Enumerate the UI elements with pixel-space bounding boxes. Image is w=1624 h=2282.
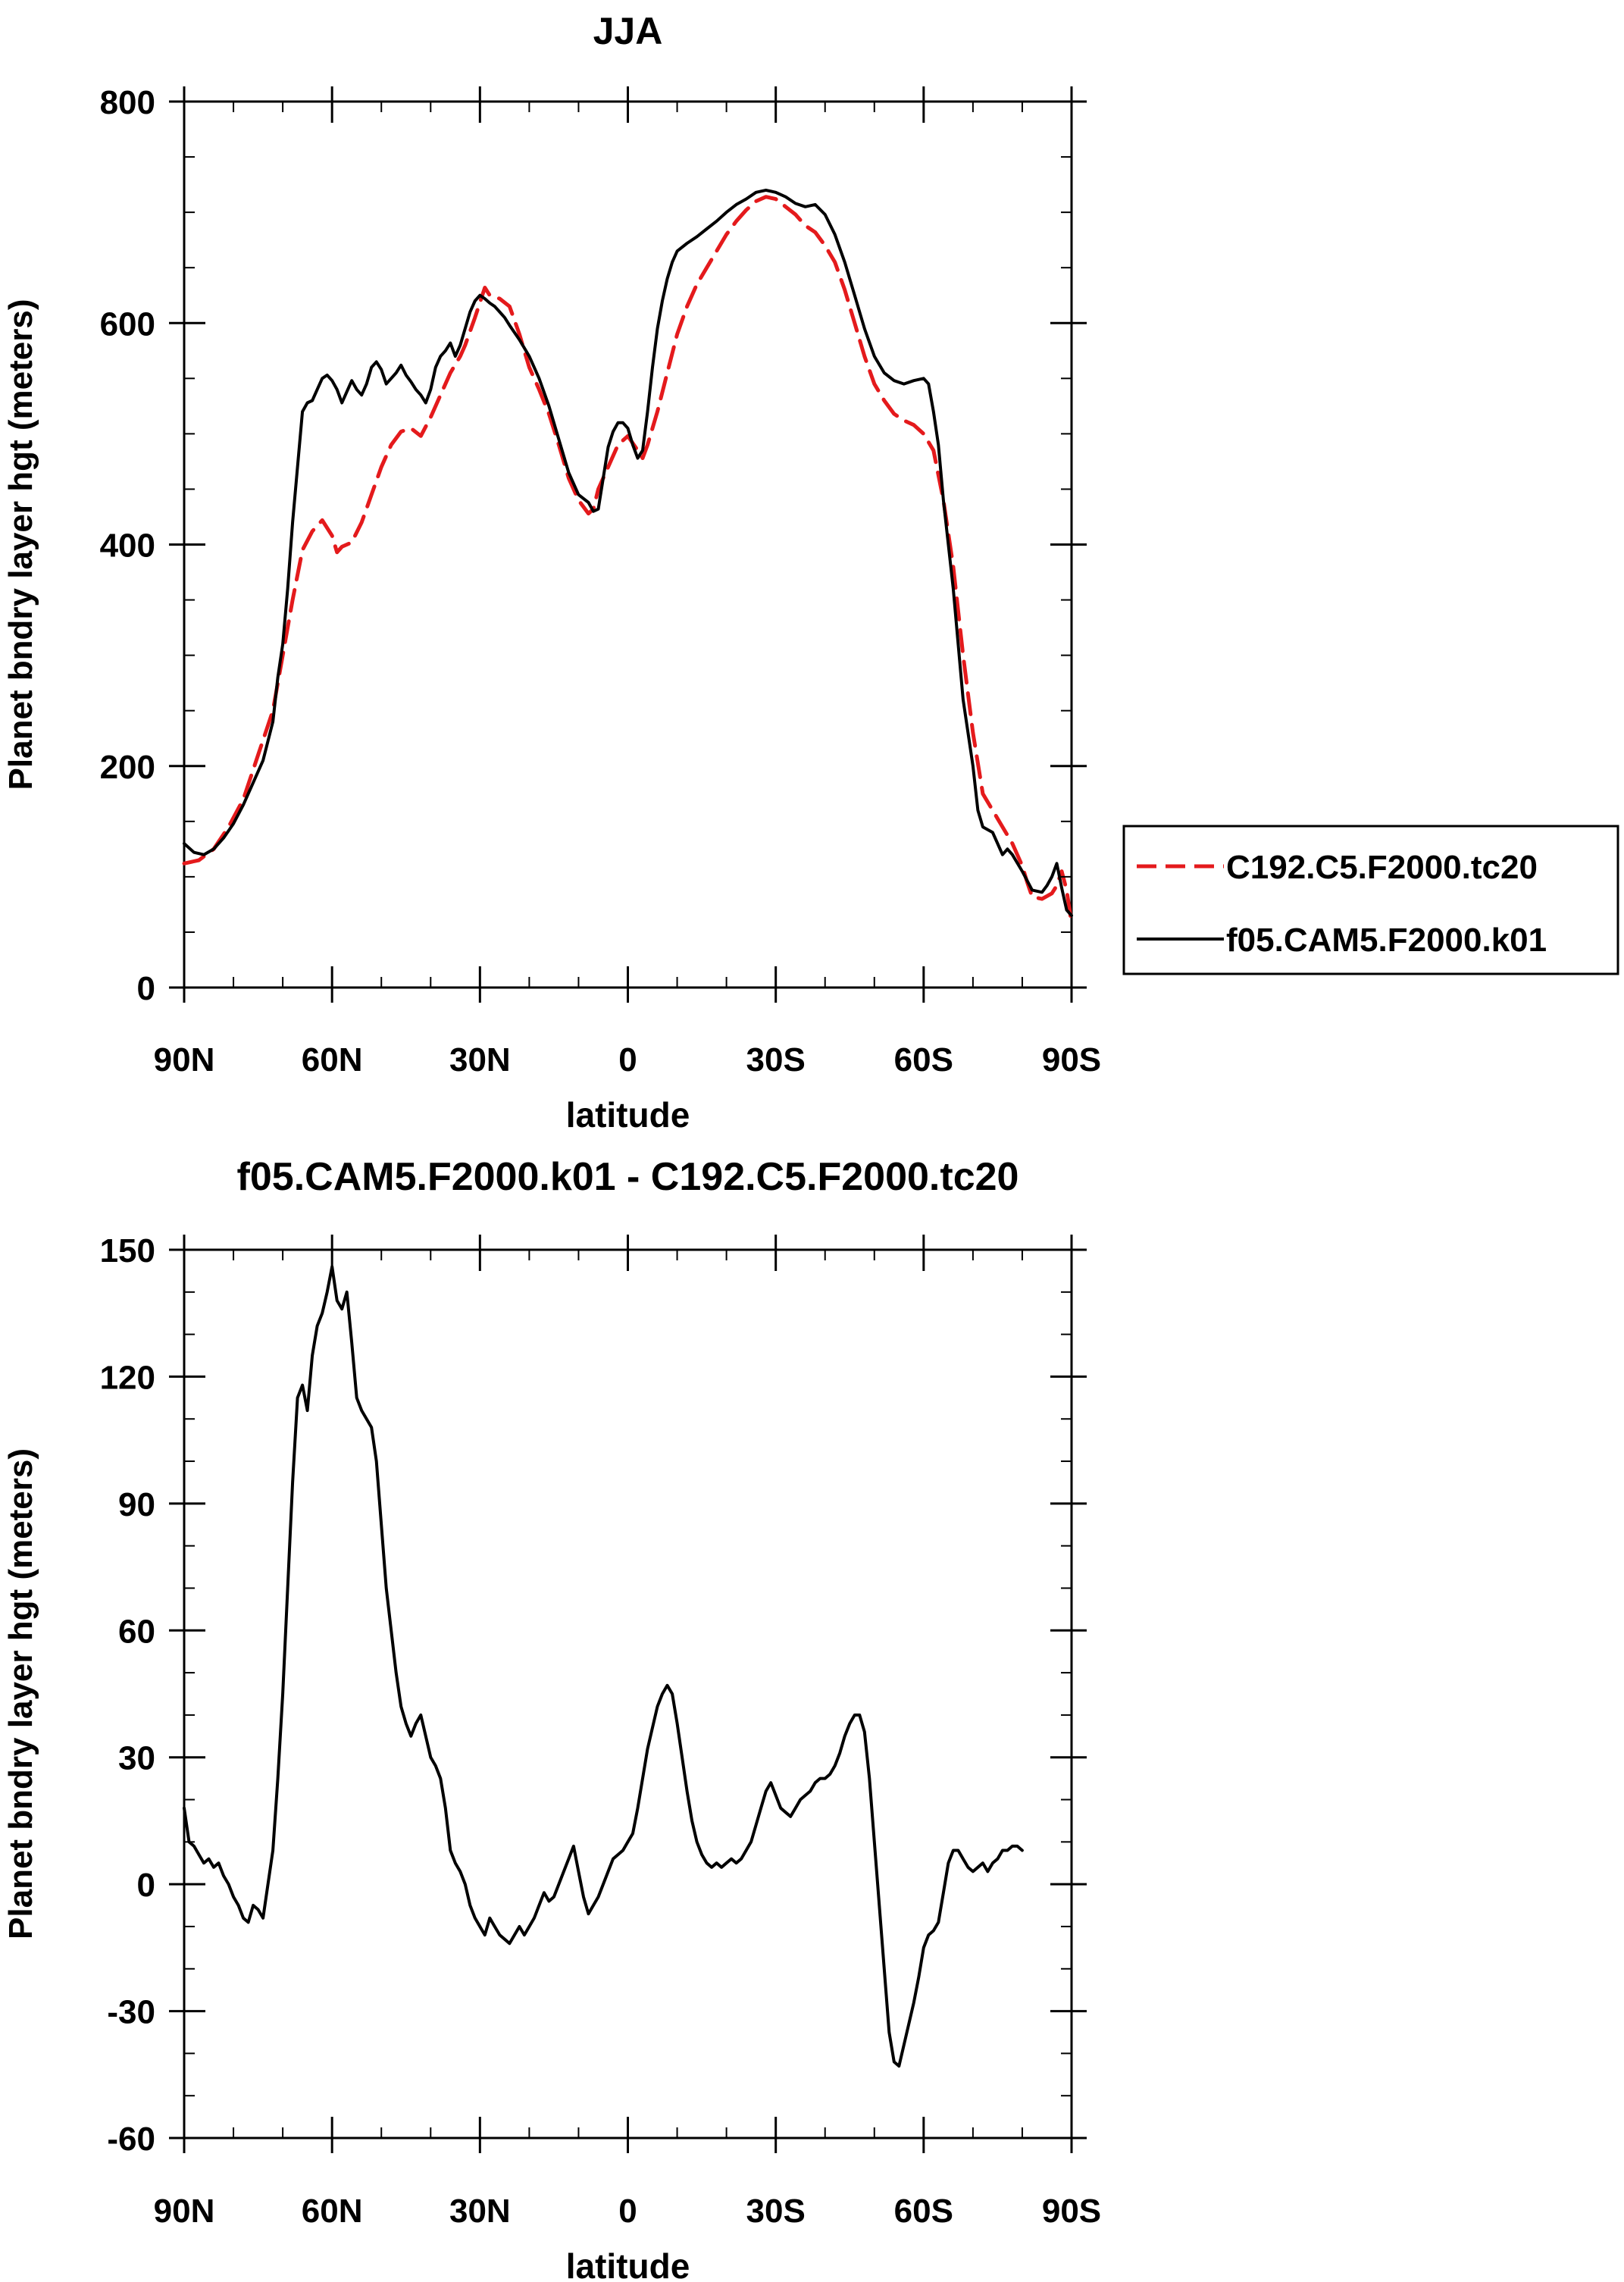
legend-entry-label: C192.C5.F2000.tc20 — [1226, 849, 1538, 886]
y-tick-label: 60 — [118, 1613, 155, 1650]
y-axis-label: Planet bndry layer hgt (meters) — [2, 1448, 39, 1939]
series-line-difference — [183, 1265, 1024, 2068]
plot-frame — [183, 1248, 1073, 2140]
x-tick-label: 30S — [746, 1041, 806, 1078]
x-tick-label: 90N — [154, 2193, 215, 2230]
x-tick-label: 60N — [302, 2193, 363, 2230]
y-tick-label: 150 — [100, 1232, 155, 1269]
x-tick-label: 30S — [746, 2193, 806, 2230]
y-tick-label: 0 — [137, 970, 155, 1007]
chart-title: JJA — [593, 10, 663, 52]
y-tick-label: 90 — [118, 1486, 155, 1523]
y-axis-label: Planet bndry layer hgt (meters) — [2, 299, 39, 790]
y-tick-label: 600 — [100, 305, 155, 343]
y-tick-label: 30 — [118, 1740, 155, 1777]
chart-title: f05.CAM5.F2000.k01 - C192.C5.F2000.tc20 — [237, 1155, 1019, 1199]
x-tick-label: 90S — [1042, 1041, 1101, 1078]
x-tick-label: 0 — [618, 1041, 637, 1078]
x-tick-label: 0 — [618, 2193, 637, 2230]
x-axis-label: latitude — [566, 1095, 690, 1135]
x-axis-label: latitude — [566, 2246, 690, 2282]
panel-top: JJA 90N 60N 30N 0 30S 60S 90S 0 200 400 600 800 latit… — [2, 10, 1619, 1135]
y-tick-label: 120 — [100, 1359, 155, 1396]
x-tick-label: 90S — [1042, 2193, 1101, 2230]
x-tick-label: 90N — [154, 1041, 215, 1078]
x-tick-label: 30N — [449, 1041, 511, 1078]
x-tick-label: 60N — [302, 1041, 363, 1078]
plot-frame — [183, 100, 1073, 989]
series-line-C192.C5.F2000.tc20 — [182, 195, 1074, 925]
y-tick-label: -60 — [107, 2121, 155, 2158]
legend-entry-label: f05.CAM5.F2000.k01 — [1226, 922, 1547, 959]
x-tick-label: 60S — [894, 2193, 953, 2230]
legend-box — [1122, 825, 1619, 975]
y-tick-label: 400 — [100, 527, 155, 565]
panel-bottom: f05.CAM5.F2000.k01 - C192.C5.F2000.tc20 9… — [2, 1155, 1101, 2282]
y-tick-label: 800 — [100, 84, 155, 121]
legend: C192.C5.F2000.tc20 f05.CAM5.F2000.k01 — [1122, 825, 1619, 975]
x-tick-label: 60S — [894, 1041, 953, 1078]
series-line-f05.CAM5.F2000.k01 — [183, 188, 1073, 917]
x-tick-label: 30N — [449, 2193, 511, 2230]
y-tick-label: 0 — [137, 1867, 155, 1904]
y-tick-label: 200 — [100, 749, 155, 786]
y-tick-label: -30 — [107, 1994, 155, 2031]
